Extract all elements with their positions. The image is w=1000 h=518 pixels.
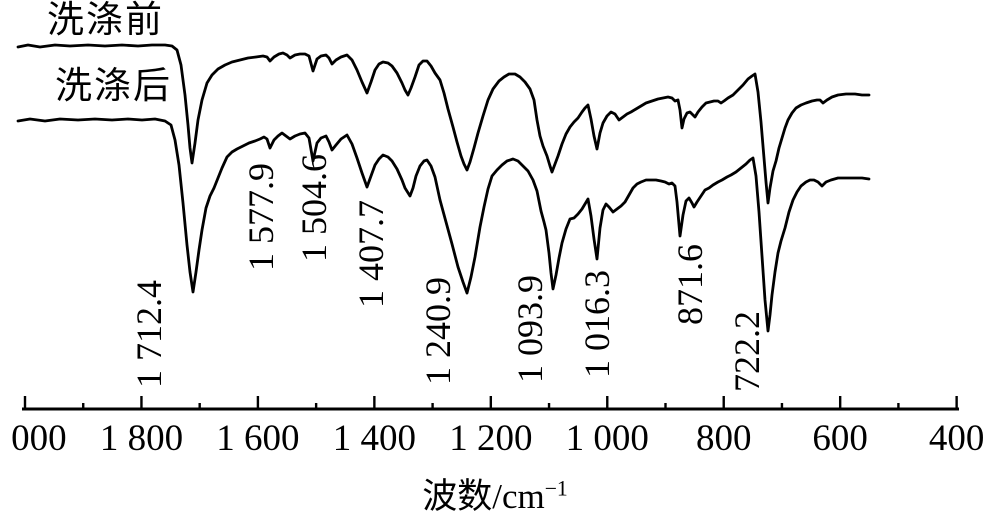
peak-label: 722.2 [727, 311, 767, 392]
spectrum-curve-before-washing [16, 43, 871, 205]
spectra-curves-group [16, 43, 871, 333]
x-axis-tick-labels-group: 2 000 1 800 1 600 1 400 1 200 1 000 800 600 400 [0, 418, 984, 459]
x-axis-tick-label: 800 [696, 418, 752, 459]
x-axis-tick-label: 1 800 [100, 418, 183, 459]
x-axis-title-superscript: −1 [544, 476, 568, 501]
x-axis-group [22, 396, 959, 411]
series-label-after-washing: 洗涤后 [55, 66, 172, 107]
peak-label: 1 016.3 [577, 270, 617, 378]
peak-label: 1 093.9 [510, 275, 550, 383]
x-axis-tick-label: 1 400 [333, 418, 416, 459]
x-axis-tick-label: 400 [929, 418, 985, 459]
x-axis-tick-label: 600 [812, 418, 868, 459]
peak-label: 1 407.7 [351, 200, 391, 308]
peak-label: 1 504.6 [294, 154, 334, 262]
series-label-before-washing: 洗涤前 [47, 0, 164, 41]
x-axis-tick-label: 1 600 [216, 418, 299, 459]
peak-label: 871.6 [670, 244, 710, 325]
peak-labels-group: 1 712.4 1 577.9 1 504.6 1 407.7 1 240.9 1 093… [129, 154, 767, 392]
peak-label: 1 577.9 [241, 163, 281, 271]
peak-label: 1 712.4 [129, 280, 169, 388]
peak-label: 1 240.9 [418, 277, 458, 385]
x-axis-title-text: 波数/cm [422, 477, 545, 516]
x-axis-tick-label: 2 000 [0, 418, 67, 459]
spectrum-curve-after-washing [16, 117, 871, 333]
x-axis-title: 波数/cm−1 [390, 468, 600, 518]
x-axis-tick-label: 1 000 [566, 418, 649, 459]
x-axis-tick-label: 1 200 [449, 418, 532, 459]
